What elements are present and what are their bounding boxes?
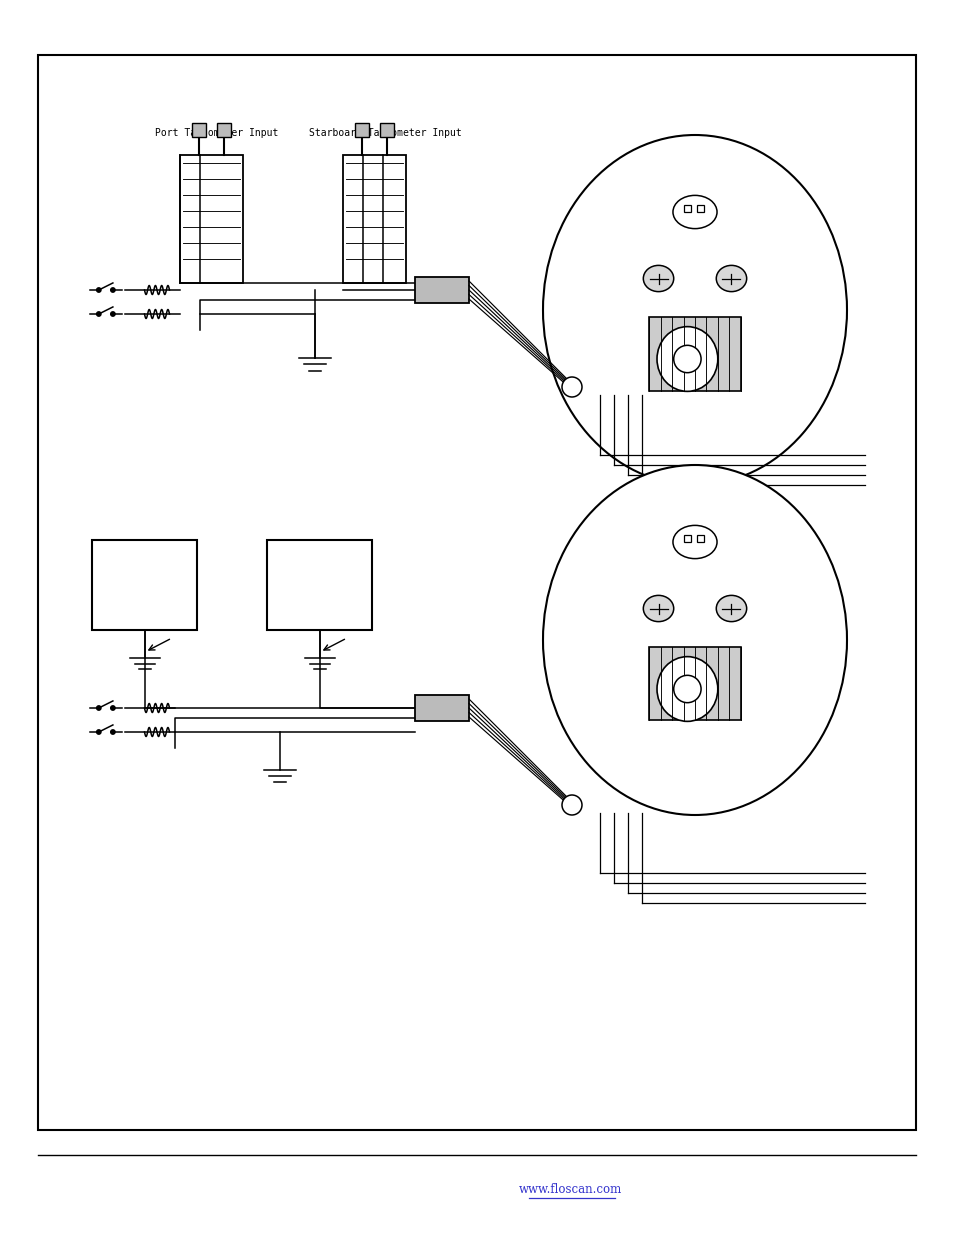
- Ellipse shape: [657, 326, 717, 391]
- Bar: [180, 156, 243, 283]
- Bar: [684, 535, 691, 542]
- Circle shape: [96, 311, 101, 316]
- Bar: [697, 205, 703, 212]
- Ellipse shape: [657, 657, 717, 721]
- Circle shape: [673, 346, 700, 373]
- Circle shape: [111, 288, 115, 293]
- Bar: [38, 56, 915, 1130]
- Circle shape: [111, 730, 115, 734]
- Ellipse shape: [542, 466, 846, 815]
- Bar: [649, 647, 740, 720]
- Circle shape: [673, 676, 700, 703]
- Ellipse shape: [561, 795, 581, 815]
- Ellipse shape: [642, 266, 673, 291]
- Circle shape: [111, 311, 115, 316]
- Text: www.floscan.com: www.floscan.com: [517, 1183, 621, 1197]
- Bar: [415, 277, 469, 303]
- Circle shape: [96, 705, 101, 710]
- Ellipse shape: [561, 377, 581, 396]
- Bar: [192, 124, 206, 137]
- Bar: [379, 124, 394, 137]
- Ellipse shape: [716, 266, 746, 291]
- Ellipse shape: [672, 195, 717, 228]
- Bar: [355, 124, 369, 137]
- Circle shape: [96, 730, 101, 734]
- Bar: [267, 540, 372, 630]
- Bar: [649, 317, 740, 390]
- Ellipse shape: [642, 595, 673, 621]
- Circle shape: [111, 705, 115, 710]
- Bar: [684, 205, 691, 212]
- Ellipse shape: [716, 595, 746, 621]
- Circle shape: [96, 288, 101, 293]
- Ellipse shape: [672, 525, 717, 558]
- Text: Starboard Tachometer Input: Starboard Tachometer Input: [309, 128, 461, 138]
- Bar: [217, 124, 231, 137]
- Bar: [343, 156, 406, 283]
- Bar: [415, 695, 469, 721]
- Bar: [91, 540, 196, 630]
- Ellipse shape: [542, 135, 846, 485]
- Bar: [697, 535, 703, 542]
- Text: Port Tachometer Input: Port Tachometer Input: [155, 128, 278, 138]
